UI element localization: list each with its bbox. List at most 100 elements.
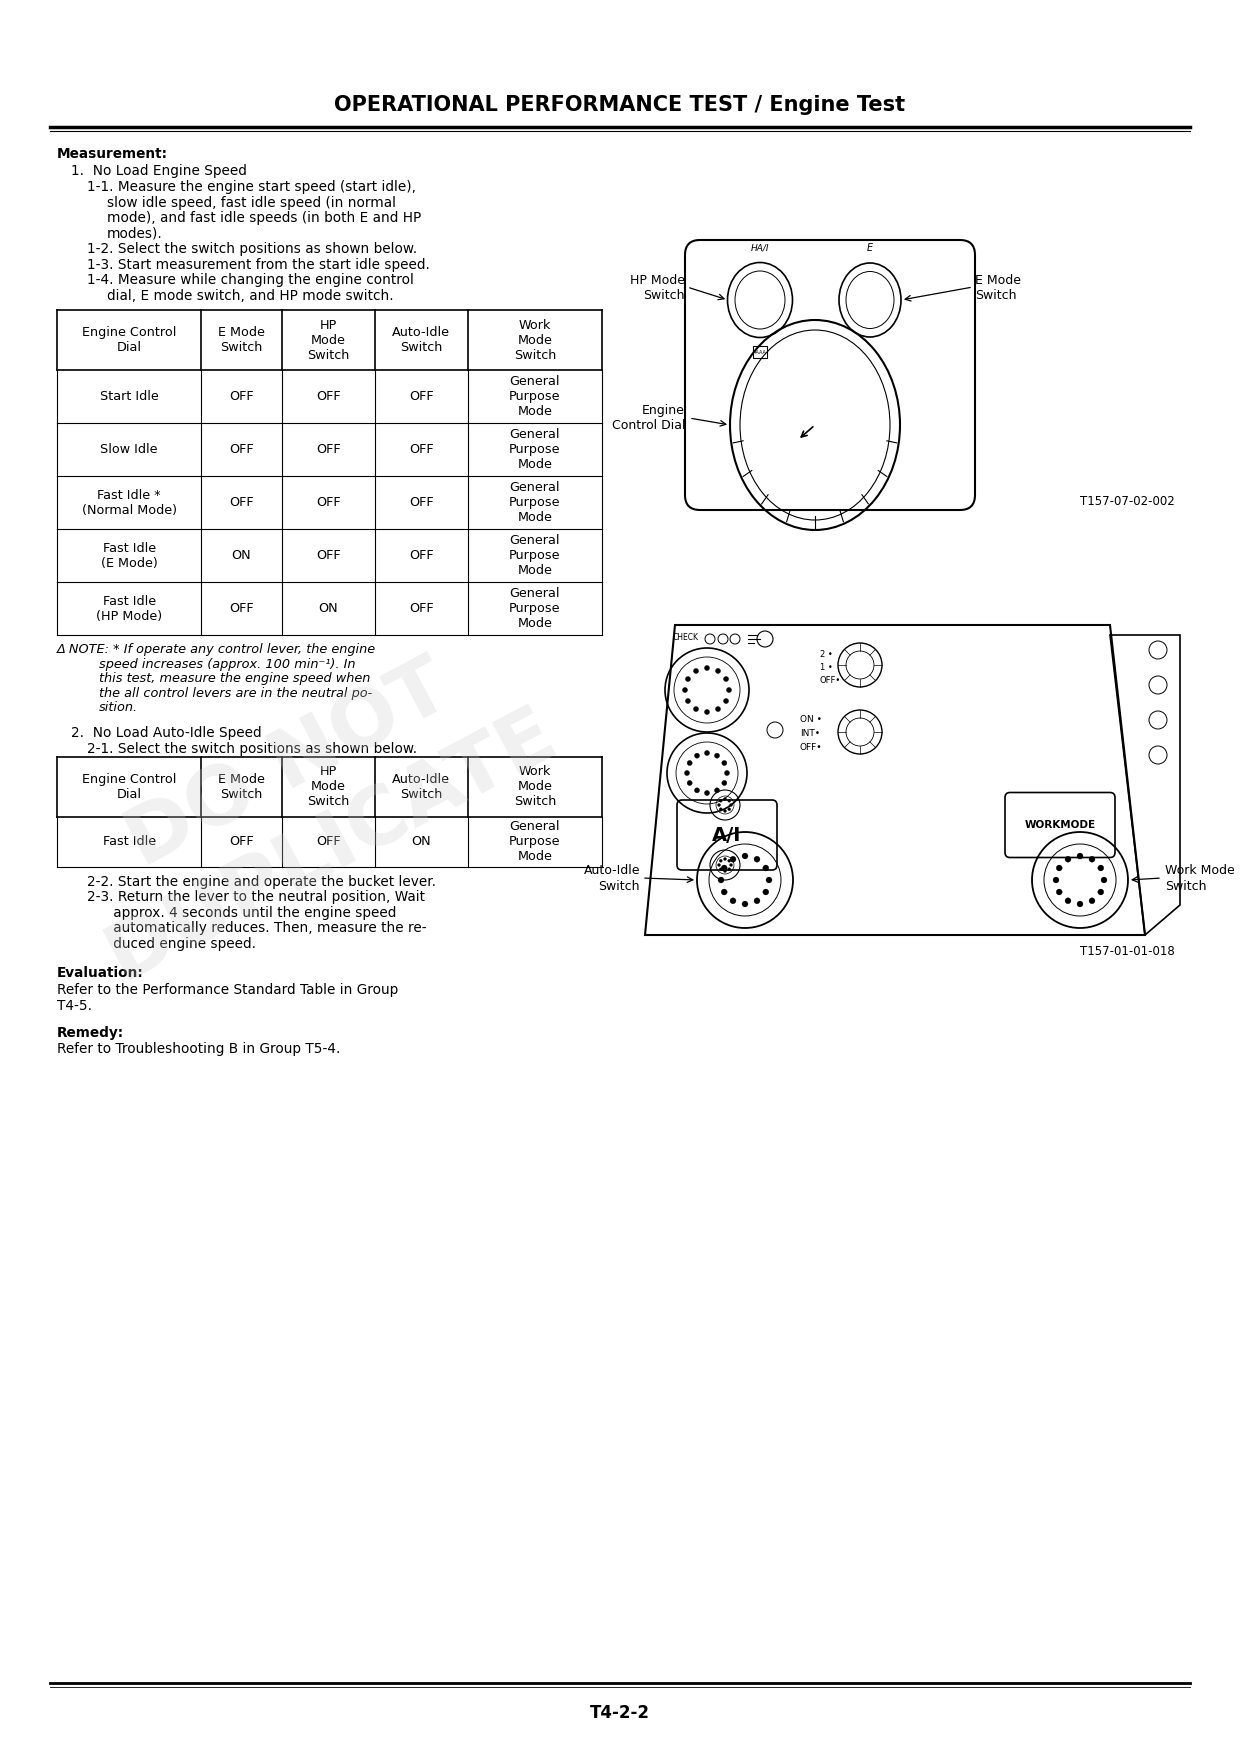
Text: CHECK: CHECK: [673, 634, 699, 642]
Text: dial, E mode switch, and HP mode switch.: dial, E mode switch, and HP mode switch.: [107, 288, 393, 302]
Text: INT•: INT•: [800, 728, 820, 739]
Text: OFF: OFF: [316, 497, 341, 509]
Circle shape: [704, 751, 709, 755]
Text: General
Purpose
Mode: General Purpose Mode: [510, 586, 560, 630]
Text: 1 •: 1 •: [820, 663, 833, 672]
Text: OFF: OFF: [229, 497, 254, 509]
Circle shape: [1053, 878, 1059, 883]
Text: T157-01-01-018: T157-01-01-018: [1080, 944, 1176, 958]
Text: duced engine speed.: duced engine speed.: [87, 937, 255, 951]
Text: Evaluation:: Evaluation:: [57, 965, 144, 979]
Text: Start Idle: Start Idle: [100, 390, 159, 404]
Text: OFF: OFF: [316, 390, 341, 404]
Circle shape: [1078, 900, 1083, 907]
Circle shape: [1101, 878, 1107, 883]
Text: Engine Control
Dial: Engine Control Dial: [82, 772, 176, 800]
Text: T4-2-2: T4-2-2: [590, 1704, 650, 1722]
Text: HP
Mode
Switch: HP Mode Switch: [308, 318, 350, 362]
Text: E Mode
Switch: E Mode Switch: [218, 772, 265, 800]
Text: 1-1. Measure the engine start speed (start idle),: 1-1. Measure the engine start speed (sta…: [87, 181, 415, 195]
Text: 1.  No Load Engine Speed: 1. No Load Engine Speed: [71, 163, 247, 177]
Text: approx. 4 seconds until the engine speed: approx. 4 seconds until the engine speed: [87, 906, 397, 920]
Text: OFF: OFF: [409, 549, 434, 562]
Circle shape: [704, 709, 709, 714]
Text: ON: ON: [232, 549, 252, 562]
Circle shape: [719, 867, 722, 870]
Text: Auto-Idle
Switch: Auto-Idle Switch: [392, 326, 450, 355]
Text: OFF: OFF: [316, 549, 341, 562]
Circle shape: [722, 760, 727, 765]
Circle shape: [722, 781, 727, 786]
Circle shape: [1078, 853, 1083, 858]
Circle shape: [730, 856, 737, 862]
Circle shape: [704, 790, 709, 795]
Text: Refer to Troubleshooting B in Group T5-4.: Refer to Troubleshooting B in Group T5-4…: [57, 1042, 340, 1057]
Text: 1-4. Measure while changing the engine control: 1-4. Measure while changing the engine c…: [87, 274, 414, 288]
Circle shape: [719, 799, 722, 802]
Circle shape: [686, 698, 691, 704]
Text: Δ NOTE: * If operate any control lever, the engine: Δ NOTE: * If operate any control lever, …: [57, 642, 376, 656]
Text: OFF: OFF: [229, 602, 254, 614]
Circle shape: [694, 788, 699, 793]
Circle shape: [724, 698, 729, 704]
Text: ON •: ON •: [800, 714, 822, 725]
Circle shape: [687, 760, 692, 765]
Circle shape: [694, 753, 699, 758]
Circle shape: [722, 865, 727, 870]
Text: OFF•: OFF•: [800, 742, 822, 751]
Text: Remedy:: Remedy:: [57, 1025, 124, 1039]
Text: E: E: [867, 242, 873, 253]
Circle shape: [1097, 890, 1104, 895]
Circle shape: [724, 676, 729, 681]
Circle shape: [723, 858, 727, 860]
Text: OFF•: OFF•: [820, 676, 841, 684]
Text: 2-2. Start the engine and operate the bucket lever.: 2-2. Start the engine and operate the bu…: [87, 874, 436, 888]
Text: OFF: OFF: [316, 442, 341, 456]
Text: speed increases (approx. 100 min⁻¹). In: speed increases (approx. 100 min⁻¹). In: [99, 658, 356, 670]
Text: OFF: OFF: [409, 497, 434, 509]
Text: ON: ON: [319, 602, 339, 614]
Text: Switch: Switch: [599, 879, 640, 893]
Circle shape: [718, 804, 720, 807]
Circle shape: [722, 890, 727, 895]
Circle shape: [727, 688, 732, 693]
Text: HP
Mode
Switch: HP Mode Switch: [308, 765, 350, 807]
Text: 2-1. Select the switch positions as shown below.: 2-1. Select the switch positions as show…: [87, 742, 417, 756]
Text: Engine Control
Dial: Engine Control Dial: [82, 326, 176, 355]
Text: Refer to the Performance Standard Table in Group: Refer to the Performance Standard Table …: [57, 983, 398, 997]
Text: automatically reduces. Then, measure the re-: automatically reduces. Then, measure the…: [87, 921, 427, 935]
Text: Slow Idle: Slow Idle: [100, 442, 157, 456]
Text: Fast Idle
(HP Mode): Fast Idle (HP Mode): [97, 595, 162, 623]
Text: the all control levers are in the neutral po-: the all control levers are in the neutra…: [99, 686, 372, 700]
Circle shape: [728, 860, 730, 862]
Text: Switch: Switch: [1166, 879, 1207, 893]
Circle shape: [1089, 899, 1095, 904]
Text: Switch: Switch: [975, 288, 1017, 302]
Text: T4-5.: T4-5.: [57, 999, 92, 1013]
Text: OPERATIONAL PERFORMANCE TEST / Engine Test: OPERATIONAL PERFORMANCE TEST / Engine Te…: [335, 95, 905, 116]
Text: this test, measure the engine speed when: this test, measure the engine speed when: [99, 672, 371, 684]
Circle shape: [718, 878, 724, 883]
Circle shape: [723, 797, 727, 800]
Circle shape: [728, 807, 730, 811]
Text: OFF: OFF: [409, 390, 434, 404]
Text: HP Mode: HP Mode: [630, 274, 684, 286]
Circle shape: [754, 899, 760, 904]
Text: Work
Mode
Switch: Work Mode Switch: [513, 765, 557, 807]
Text: General
Purpose
Mode: General Purpose Mode: [510, 820, 560, 863]
Text: T157-07-02-002: T157-07-02-002: [1080, 495, 1176, 507]
Circle shape: [730, 899, 737, 904]
Circle shape: [704, 665, 709, 670]
Text: WORKMODE: WORKMODE: [1024, 820, 1096, 830]
Text: AAAA: AAAA: [753, 349, 766, 355]
Text: 2.  No Load Auto-Idle Speed: 2. No Load Auto-Idle Speed: [71, 725, 262, 739]
Text: 1-3. Start measurement from the start idle speed.: 1-3. Start measurement from the start id…: [87, 258, 430, 272]
Text: OFF: OFF: [229, 835, 254, 848]
Text: 2 •: 2 •: [820, 649, 833, 658]
Text: Engine: Engine: [642, 404, 684, 416]
Text: 1-2. Select the switch positions as shown below.: 1-2. Select the switch positions as show…: [87, 242, 417, 256]
Circle shape: [693, 669, 698, 674]
Text: 2-3. Return the lever to the neutral position, Wait: 2-3. Return the lever to the neutral pos…: [87, 890, 425, 904]
Circle shape: [687, 781, 692, 786]
Text: HA/I: HA/I: [750, 242, 769, 253]
